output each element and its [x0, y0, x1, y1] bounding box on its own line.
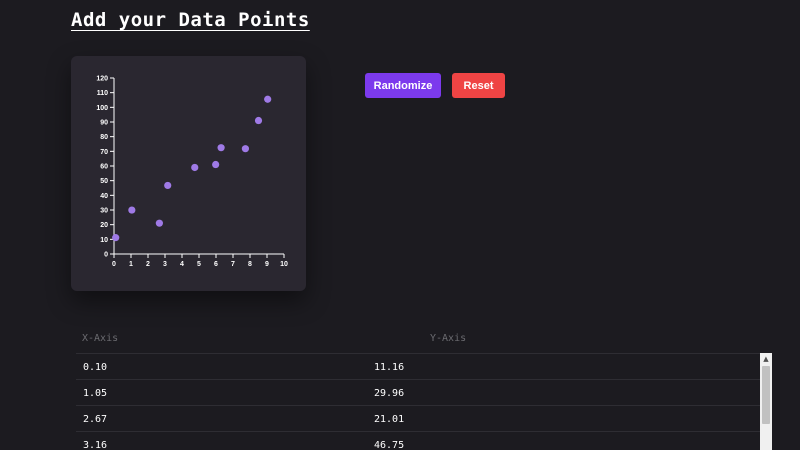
y-tick-label: 10	[100, 237, 108, 244]
y-tick-label: 110	[97, 90, 108, 97]
y-tick-label: 100	[96, 105, 108, 112]
y-tick-label: 90	[100, 120, 108, 127]
table-row: 1.05 29.96	[76, 379, 760, 405]
y-value-cell: 21.01	[374, 414, 405, 425]
chart-card: 0 10 20 30 40 50 60 70 80 90 100 110 120 0 1 2 3 4 5 6 7 8 9 10	[71, 56, 306, 291]
y-tick-label: 30	[100, 208, 108, 215]
x-tick-label: 0	[112, 261, 116, 268]
x-tick-label: 7	[231, 261, 235, 268]
table-row: 2.67 21.01	[76, 405, 760, 431]
y-tick-label: 40	[100, 193, 108, 200]
reset-button[interactable]: Reset	[452, 73, 505, 98]
data-point	[112, 234, 120, 242]
scroll-up-arrow-icon[interactable]: ▲	[763, 355, 769, 363]
y-tick-label: 80	[100, 134, 108, 141]
x-value-cell: 1.05	[83, 388, 108, 399]
x-tick-label: 9	[265, 261, 269, 268]
x-tick-label: 5	[197, 261, 201, 268]
data-point	[212, 160, 220, 169]
data-point	[164, 181, 172, 190]
x-tick-label: 6	[214, 261, 218, 268]
y-value-cell: 46.75	[374, 440, 405, 450]
x-value-cell: 3.16	[83, 440, 108, 450]
scatter-chart: 0 10 20 30 40 50 60 70 80 90 100 110 120 0 1 2 3 4 5 6 7 8 9 10	[96, 76, 288, 269]
table-row: 0.10 11.16	[76, 353, 760, 379]
x-tick-label: 1	[129, 261, 133, 268]
x-value-cell: 2.67	[83, 414, 108, 425]
data-table-rows: 0.10 11.16 1.05 29.96 2.67 21.01 3.16 46…	[76, 353, 760, 450]
table-row: 3.16 46.75	[76, 431, 760, 450]
y-value-cell: 29.96	[374, 388, 405, 399]
y-tick-label: 60	[100, 164, 108, 171]
y-tick-label: 120	[96, 76, 108, 83]
column-header-y: Y-Axis	[430, 333, 467, 344]
scrollbar-thumb[interactable]	[762, 366, 770, 424]
data-point	[155, 219, 163, 227]
data-point	[254, 116, 263, 125]
data-table: 0.10 11.16 1.05 29.96 2.67 21.01 3.16 46…	[76, 353, 772, 450]
x-tick-label: 8	[248, 261, 252, 268]
y-value-cell: 11.16	[374, 362, 405, 373]
column-header-x: X-Axis	[82, 333, 119, 344]
x-value-cell: 0.10	[83, 362, 108, 373]
x-tick-label: 4	[180, 261, 184, 268]
y-tick-label: 70	[100, 149, 108, 156]
table-scrollbar[interactable]: ▲	[760, 353, 772, 450]
y-tick-label: 20	[100, 222, 108, 229]
data-point	[217, 144, 225, 152]
x-tick-label: 2	[146, 261, 150, 268]
data-point	[191, 163, 199, 172]
data-point	[128, 206, 136, 214]
x-tick-label: 3	[163, 261, 167, 268]
randomize-button[interactable]: Randomize	[365, 73, 441, 98]
page-title: Add your Data Points	[71, 9, 310, 31]
y-tick-label: 50	[100, 178, 108, 185]
x-tick-label: 10	[280, 261, 288, 268]
data-point	[241, 145, 250, 153]
data-point	[264, 95, 272, 103]
y-tick-label: 0	[104, 252, 108, 259]
